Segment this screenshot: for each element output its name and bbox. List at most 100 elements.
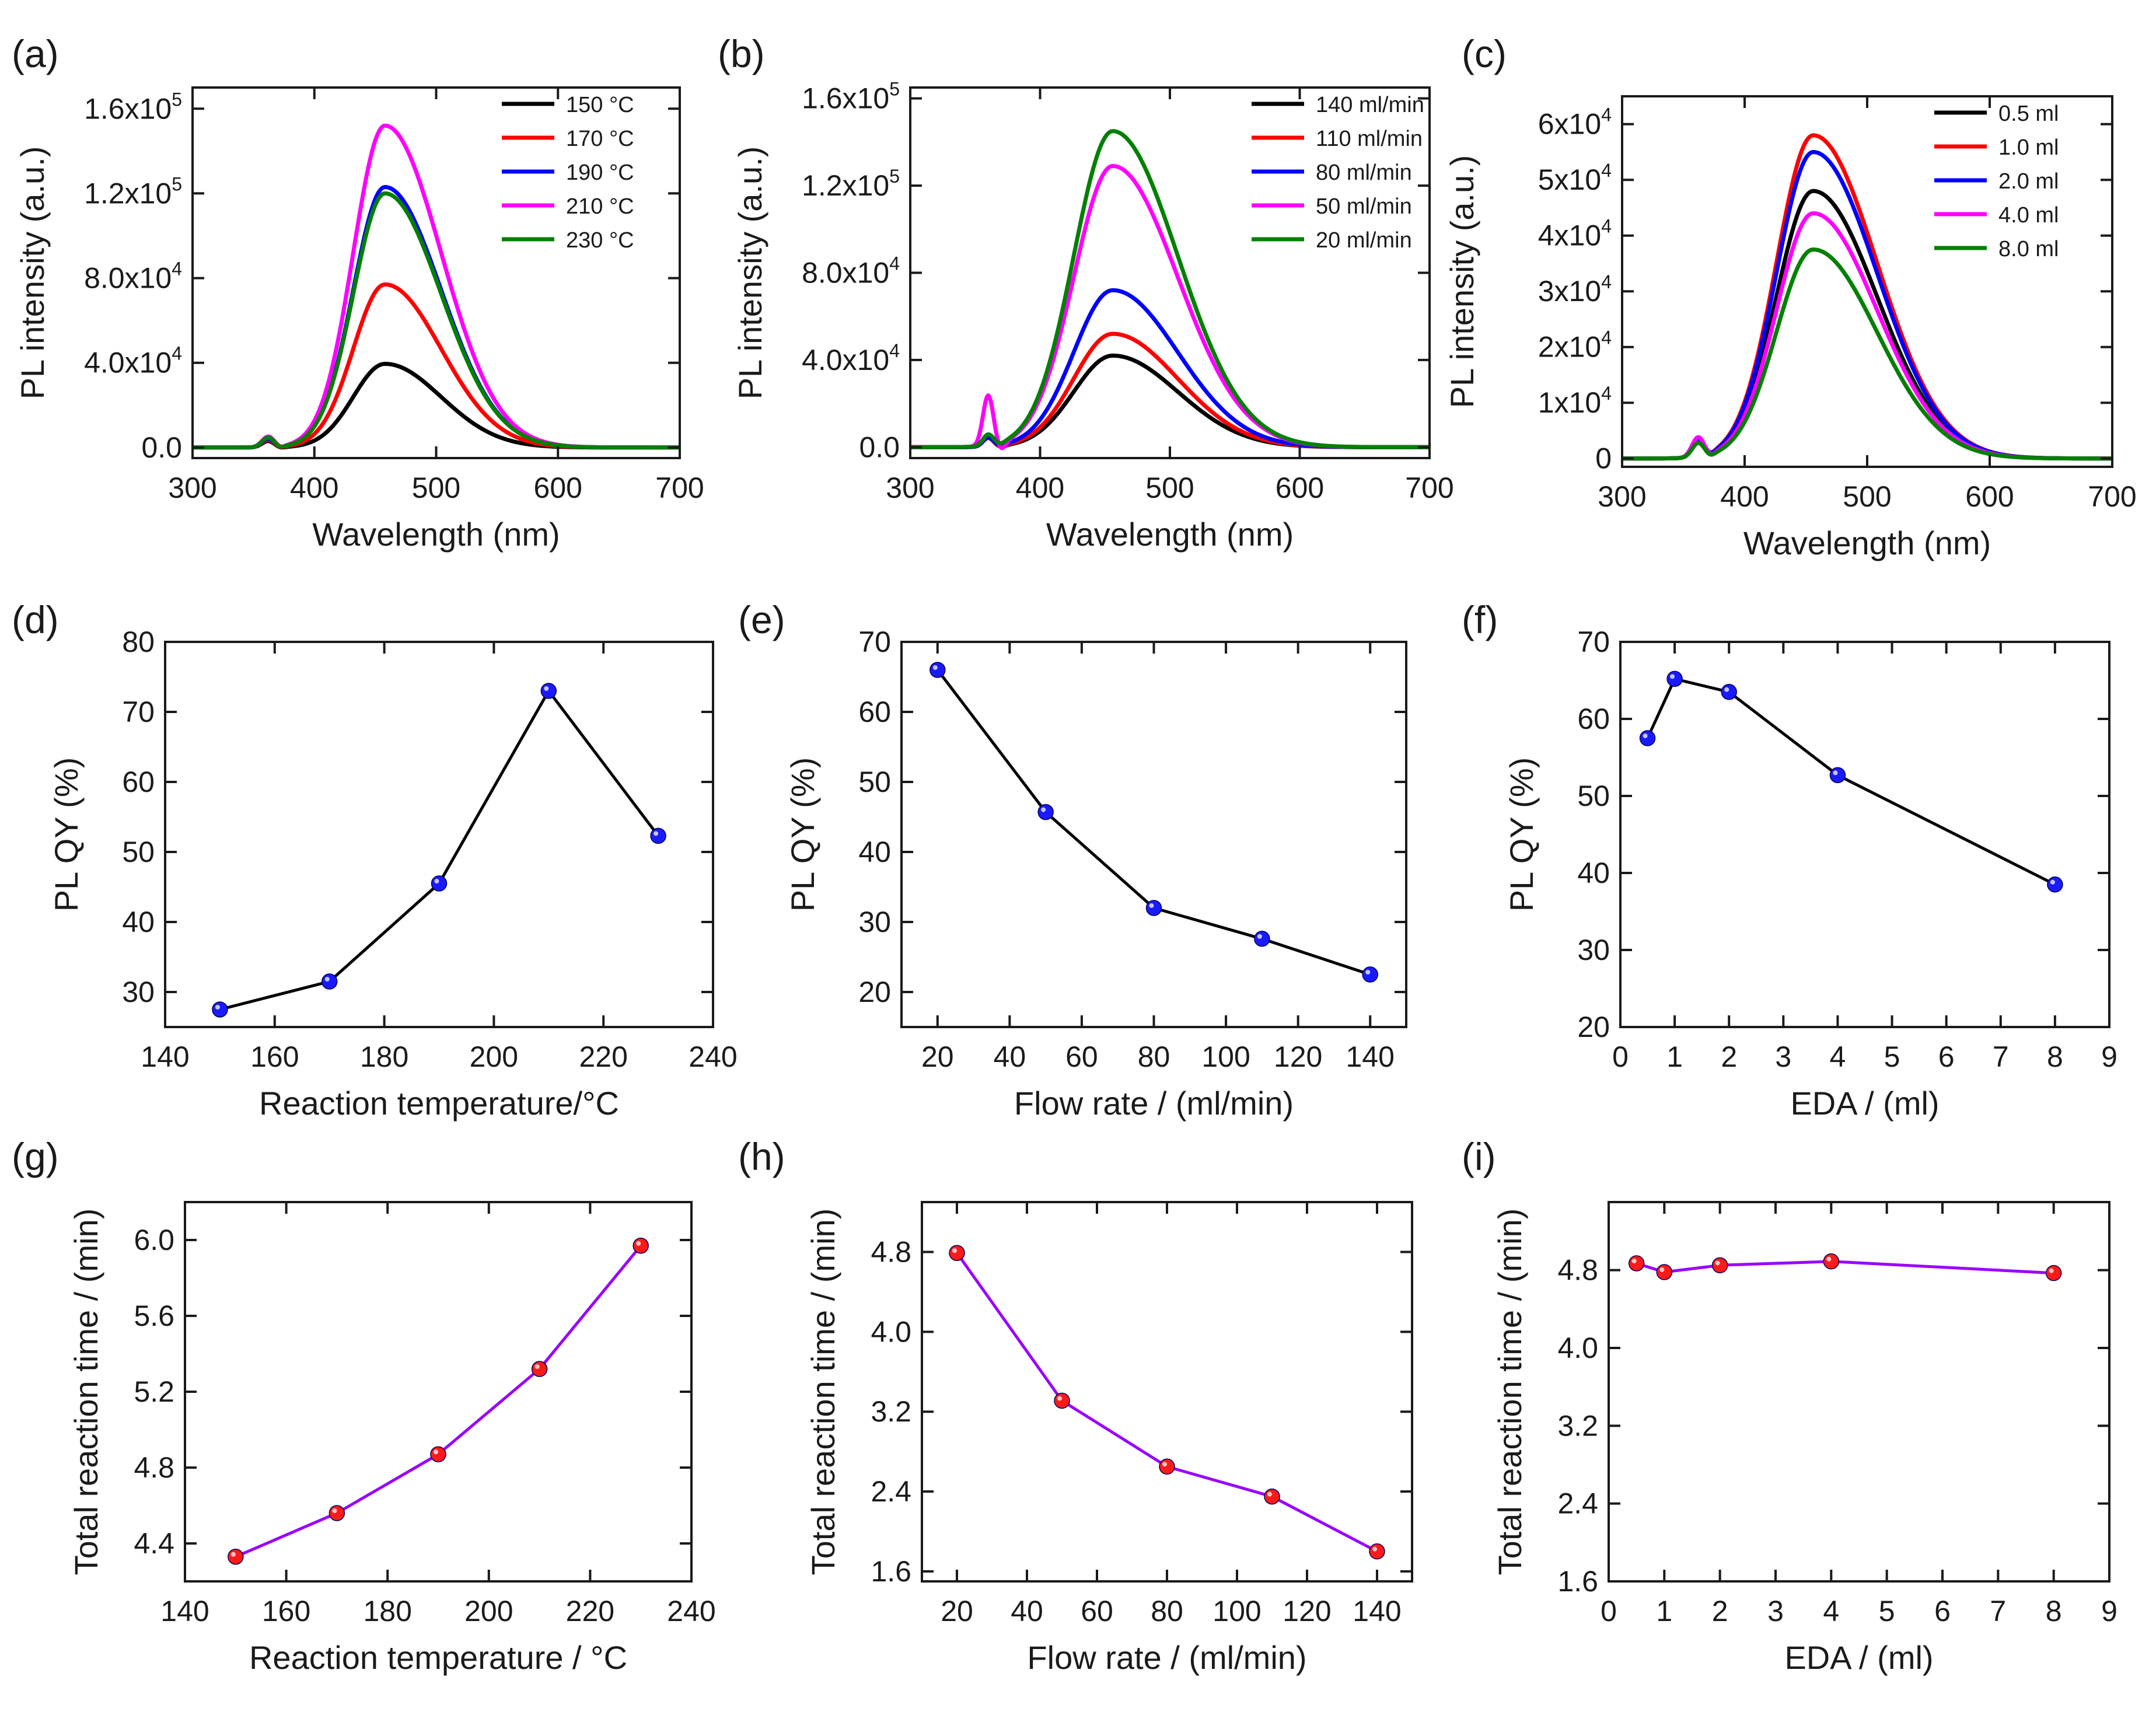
x-axis-title: Wavelength (nm) (312, 516, 560, 553)
y-tick-label-3: 60 (122, 766, 155, 798)
data-point-highlight-1 (332, 1508, 337, 1513)
data-point-highlight-1 (1041, 807, 1046, 812)
data-point-2 (1711, 1257, 1728, 1274)
x-tick-label-4: 4 (1830, 1040, 1846, 1073)
panel-label: (e) (738, 598, 785, 641)
x-tick-label-5: 5 (1879, 1595, 1895, 1627)
y-tick-label-4: 4.8 (1557, 1254, 1598, 1287)
data-point-highlight-3 (1257, 934, 1262, 939)
data-point-4 (2045, 1265, 2062, 1281)
data-point-2 (430, 1446, 446, 1462)
x-tick-label-8: 8 (2047, 1040, 2063, 1073)
data-point-highlight-0 (1631, 1259, 1637, 1263)
legend: 140 ml/min 110 ml/min 80 ml/min 50 ml/min 20… (1252, 93, 1424, 253)
data-point-highlight-4 (636, 1241, 641, 1246)
x-tick-label-0: 20 (941, 1595, 973, 1627)
y-axis-title: Total reaction time / (min) (68, 1208, 104, 1576)
x-tick-label-7: 7 (1990, 1595, 2006, 1627)
x-tick-label-2: 2 (1721, 1040, 1737, 1073)
legend-label-2: 2.0 ml (1998, 169, 2059, 194)
data-point-4 (2047, 876, 2063, 893)
y-tick-label-3: 4.0 (1557, 1332, 1598, 1364)
x-tick-label-2: 180 (360, 1040, 408, 1073)
x-tick-label-2: 500 (1843, 480, 1891, 513)
y-tick-label-2: 8.0x104 (802, 253, 900, 289)
panel-label: (f) (1462, 598, 1498, 641)
panel-g: (g) 140 160 180 200 220 240 4.4 4.8 5.2 5.6 6.0 Reac… (12, 1135, 716, 1676)
y-tick-label-2: 2x104 (1538, 327, 1612, 364)
data-point-highlight-1 (324, 977, 330, 982)
y-tick-label-4: 1.6x105 (802, 79, 900, 115)
data-point-highlight-0 (932, 665, 938, 670)
data-point-highlight-0 (215, 1005, 220, 1010)
y-tick-label-1: 4.0x104 (84, 343, 182, 379)
x-tick-label-4: 100 (1201, 1040, 1250, 1073)
y-tick-label-0: 0.0 (859, 431, 900, 463)
x-tick-label-2: 60 (1065, 1040, 1098, 1073)
y-tick-label-4: 60 (1577, 703, 1610, 735)
x-tick-label-6: 140 (1353, 1595, 1401, 1627)
x-tick-label-5: 240 (667, 1595, 715, 1627)
y-tick-label-4: 6.0 (134, 1224, 174, 1256)
x-tick-label-7: 7 (1993, 1040, 2009, 1073)
y-tick-label-1: 1x104 (1538, 383, 1612, 419)
legend-label-0: 150 °C (566, 93, 634, 117)
y-tick-label-0: 20 (858, 976, 891, 1008)
x-axis-title: Wavelength (nm) (1046, 516, 1294, 553)
data-point-1 (1037, 804, 1054, 820)
data-point-1 (1054, 1392, 1070, 1409)
x-tick-label-3: 600 (1276, 471, 1324, 504)
y-tick-label-0: 1.6 (871, 1555, 911, 1588)
panel-b: (b) 140 ml/min 110 ml/min 80 ml/min 50 ml/mi… (718, 32, 1454, 553)
data-point-highlight-3 (1826, 1256, 1832, 1262)
legend-label-4: 8.0 ml (1998, 237, 2059, 261)
x-tick-label-1: 40 (1011, 1595, 1043, 1627)
axes-frame (164, 641, 714, 1028)
data-point-2 (431, 875, 448, 892)
legend: 150 °C 170 °C 190 °C 210 °C 230 °C (502, 93, 634, 253)
y-tick-label-4: 4.8 (871, 1236, 911, 1269)
data-point-1 (1666, 670, 1683, 687)
data-point-highlight-2 (1724, 687, 1729, 692)
x-tick-label-3: 3 (1775, 1040, 1791, 1073)
data-point-1 (1656, 1264, 1673, 1280)
x-tick-label-0: 0 (1601, 1595, 1617, 1627)
data-point-highlight-3 (1267, 1492, 1272, 1497)
panel-label: (h) (738, 1135, 785, 1178)
x-tick-label-3: 200 (464, 1595, 513, 1627)
data-point-3 (1264, 1488, 1280, 1505)
data-point-3 (1254, 931, 1270, 947)
y-tick-label-4: 1.6x105 (84, 89, 182, 125)
x-tick-label-9: 9 (2101, 1595, 2117, 1627)
y-tick-label-5: 5x104 (1538, 160, 1612, 196)
x-tick-label-0: 300 (1598, 480, 1646, 513)
x-tick-label-0: 140 (160, 1595, 209, 1627)
panel-d: (d) 140 160 180 200 220 240 30 40 50 60 70 80 Reactio… (12, 598, 738, 1122)
x-tick-label-1: 400 (1016, 471, 1064, 504)
x-tick-label-1: 400 (1720, 480, 1769, 513)
y-tick-label-3: 1.2x105 (802, 166, 900, 202)
x-tick-label-0: 140 (141, 1040, 189, 1073)
legend-label-1: 1.0 ml (1998, 135, 2059, 160)
x-tick-label-4: 700 (1405, 471, 1453, 504)
plot-area (1622, 133, 2112, 461)
y-axis-title: Total reaction time / (min) (1491, 1208, 1528, 1576)
data-point-highlight-1 (1659, 1267, 1665, 1272)
data-point-0 (930, 662, 946, 678)
series-line-4 (910, 129, 1430, 449)
y-tick-label-1: 40 (122, 906, 155, 938)
legend-label-2: 80 ml/min (1316, 160, 1412, 185)
y-tick-label-2: 40 (858, 836, 891, 868)
panel-h: (h) 20 40 60 80 100 120 140 1.6 2.4 3.2 4.0 4.8 Flow … (738, 1135, 1413, 1676)
y-tick-label-4: 70 (122, 696, 155, 728)
plot-area (910, 129, 1430, 450)
x-tick-label-3: 3 (1767, 1595, 1784, 1627)
data-point-4 (1362, 966, 1378, 983)
x-axis-title: Reaction temperature / °C (249, 1639, 627, 1676)
data-point-highlight-2 (434, 1449, 438, 1455)
x-tick-label-6: 140 (1346, 1040, 1394, 1073)
x-tick-label-2: 500 (1145, 471, 1194, 504)
y-tick-label-0: 4.4 (134, 1527, 174, 1560)
legend-label-1: 170 °C (566, 127, 634, 151)
